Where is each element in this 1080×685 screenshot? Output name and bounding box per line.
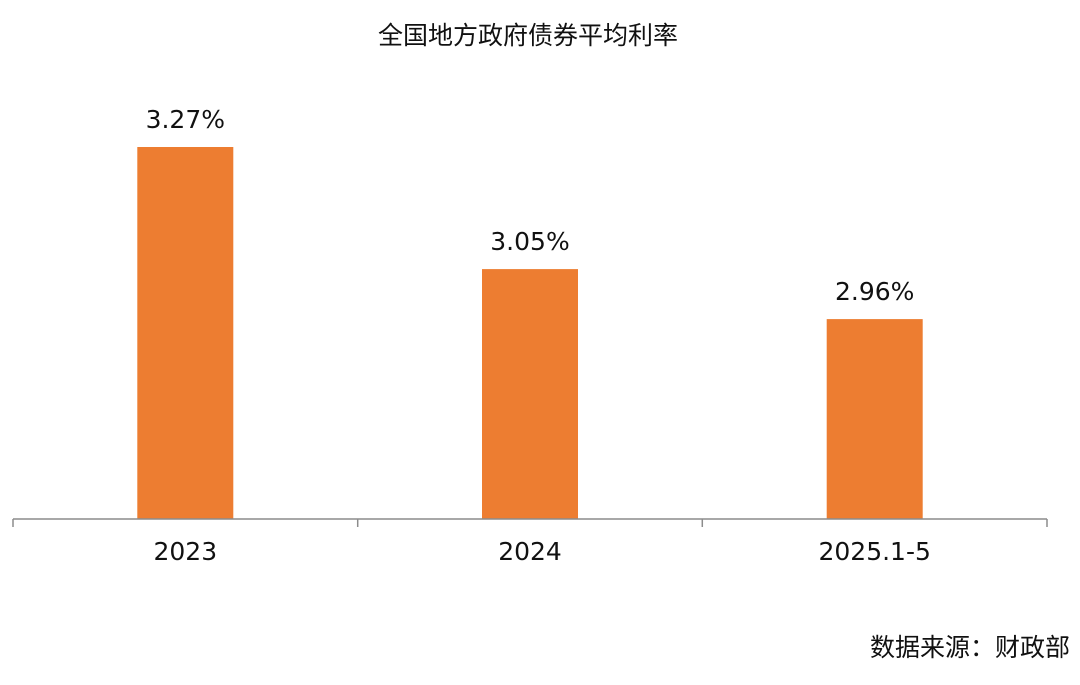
- source-note: 数据来源：财政部: [869, 633, 1070, 662]
- data-label-2025.1-5: 2.96%: [835, 277, 914, 306]
- x-tick-label-2023: 2023: [153, 537, 217, 566]
- bars-group: [137, 147, 923, 519]
- x-tick-label-2024: 2024: [498, 537, 562, 566]
- data-label-2023: 3.27%: [146, 105, 225, 134]
- x-axis: [12, 518, 1048, 527]
- x-tick-label-2025.1-5: 2025.1-5: [818, 537, 930, 566]
- labels-group: 3.27% 2023 3.05% 2024 2.96% 2025.1-5: [146, 105, 931, 566]
- chart-title: 全国地方政府债券平均利率: [378, 21, 678, 50]
- bar-2023: [137, 147, 234, 519]
- bar-2024: [482, 269, 578, 519]
- data-label-2024: 3.05%: [490, 227, 569, 256]
- bar-2025.1-5: [826, 319, 923, 519]
